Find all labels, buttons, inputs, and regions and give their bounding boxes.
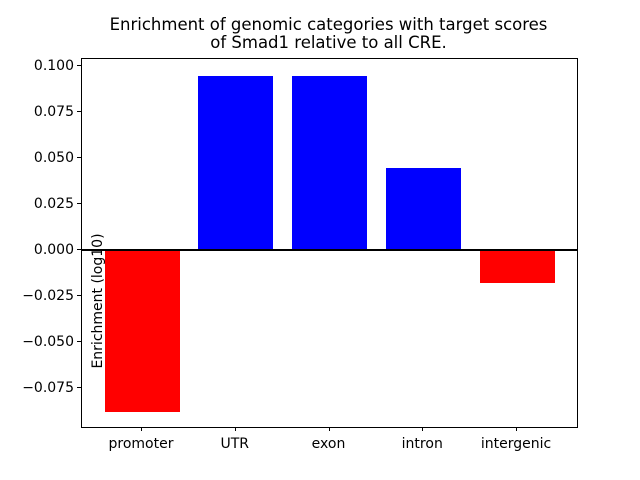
- x-tick-mark: [516, 427, 517, 431]
- y-tick-mark: [77, 341, 81, 343]
- chart-title-line-1: Enrichment of genomic categories with ta…: [109, 15, 548, 34]
- x-tick-label: intergenic: [480, 436, 552, 452]
- chart-title-line-2: of Smad1 relative to all CRE.: [210, 32, 447, 52]
- y-tick-label: 0.075: [33, 104, 74, 121]
- y-tick-label: −0.050: [22, 334, 74, 351]
- x-tick-mark: [234, 427, 236, 431]
- x-tick-mark: [328, 427, 330, 431]
- y-tick-mark: [77, 203, 81, 205]
- chart-title: Enrichment of genomic categories with ta…: [81, 16, 576, 51]
- y-tick-mark: [77, 111, 81, 113]
- bar-intron: [385, 167, 461, 251]
- y-tick-mark: [77, 157, 81, 159]
- y-tick-label: 0.000: [33, 242, 74, 259]
- x-tick-mark: [422, 427, 424, 431]
- y-tick-label: 0.100: [33, 58, 74, 75]
- zero-line: [82, 249, 577, 252]
- x-tick-label: intron: [401, 436, 443, 452]
- y-tick-label: 0.025: [33, 196, 74, 213]
- y-tick-label: −0.075: [22, 380, 74, 397]
- bar-exon: [292, 75, 367, 251]
- plot-area: Enrichment (log10): [81, 58, 578, 428]
- x-tick-mark: [141, 427, 142, 431]
- y-tick-label: −0.025: [22, 288, 74, 305]
- x-tick-label: UTR: [220, 436, 250, 452]
- x-tick-label: promoter: [108, 436, 174, 452]
- y-axis-label: Enrichment (log10): [90, 233, 106, 369]
- y-tick-mark: [77, 295, 81, 297]
- y-tick-mark: [77, 65, 81, 67]
- y-tick-mark: [77, 249, 81, 251]
- x-tick-label: exon: [311, 436, 346, 452]
- bar-promoter: [104, 250, 180, 413]
- bar-intergenic: [479, 250, 555, 284]
- bar-UTR: [198, 75, 274, 251]
- y-tick-mark: [77, 387, 81, 389]
- y-tick-label: 0.050: [33, 150, 74, 167]
